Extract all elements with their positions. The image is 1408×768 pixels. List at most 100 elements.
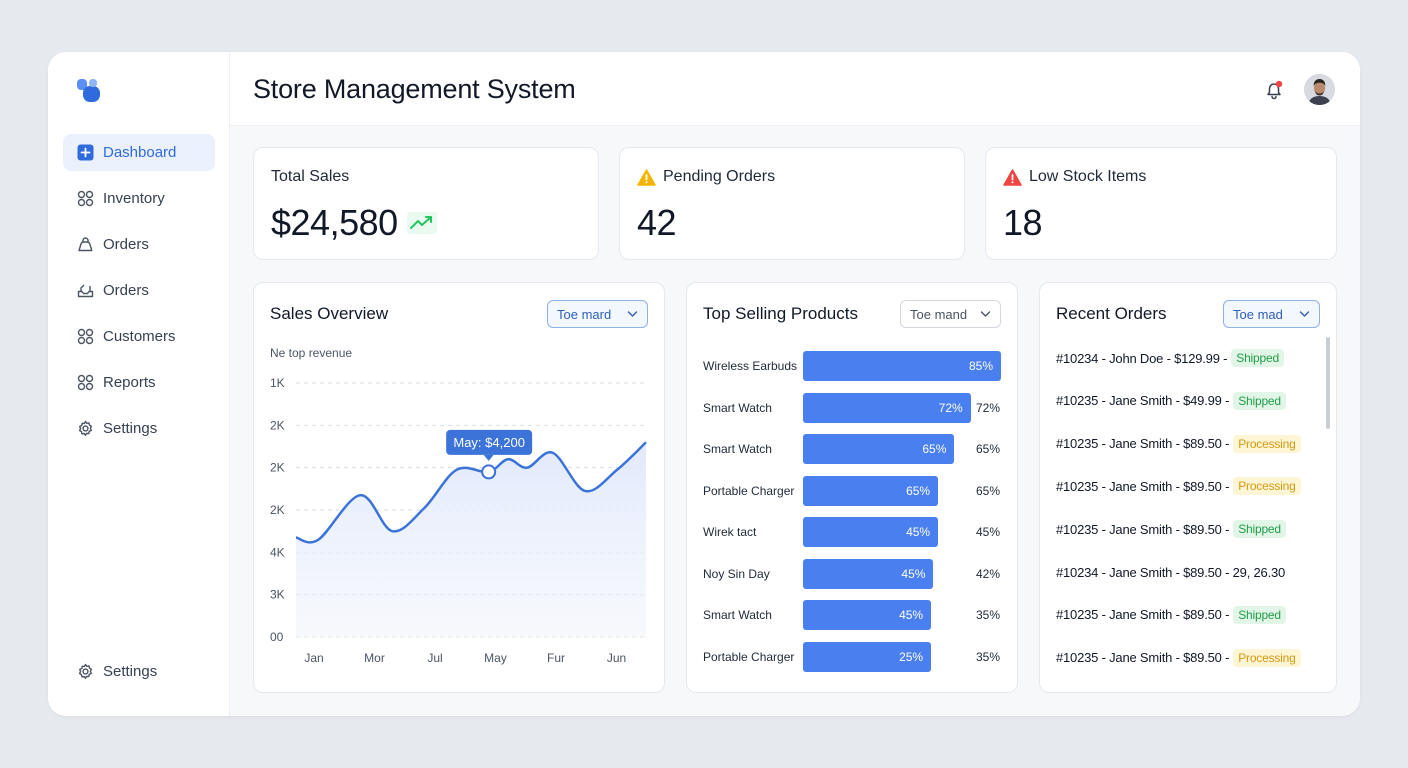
main-content: Store Management System Total Sales xyxy=(230,52,1360,716)
stat-value: 42 xyxy=(637,202,677,243)
order-row[interactable]: #10235 - Jane Smith - $89.50 - Shipped xyxy=(1056,604,1286,626)
bar-percent-label: 42% xyxy=(976,566,1001,581)
product-bar-row[interactable]: Noy Sin Day 45% 42% xyxy=(703,558,1003,589)
bar-value-label: 25% xyxy=(899,649,924,664)
x-tick-label: Mor xyxy=(364,651,385,665)
status-badge: Shipped xyxy=(1233,391,1286,410)
period-dropdown[interactable]: Toe mad xyxy=(1223,300,1320,328)
order-row[interactable]: #10235 - Jane Smith - $89.50 - Processing xyxy=(1056,433,1301,455)
sidebar: Dashboard Inventory Orders Orders xyxy=(48,52,230,716)
trend-up-icon xyxy=(406,212,437,234)
order-text: #10234 - Jane Smith - $89.50 - 29, 26.30 xyxy=(1056,564,1286,580)
order-row[interactable]: #10234 - John Doe - $129.99 - Shipped xyxy=(1056,347,1284,369)
box-icon xyxy=(76,282,94,300)
product-bar: 25% xyxy=(803,641,932,672)
warning-icon xyxy=(637,168,656,186)
bar-value-label: 85% xyxy=(968,359,993,373)
tooltip-text: May: $4,200 xyxy=(453,435,525,450)
order-row[interactable]: #10235 - Jane Smith - $89.50 - Processing xyxy=(1056,647,1301,669)
product-bar: 45% xyxy=(803,517,939,547)
bar-value-label: 45% xyxy=(906,525,931,539)
product-name: Noy Sin Day xyxy=(703,566,770,581)
recent-orders-panel: Recent Orders Toe mad #10234 - John Doe … xyxy=(1039,282,1337,693)
stat-value: 18 xyxy=(1003,202,1043,243)
x-tick-label: May xyxy=(484,651,507,665)
sales-line-chart: 1K 2K 2K 2K 4K 3K 00 Jan Mor Jul May Fur Jun May: $4,… xyxy=(270,376,647,665)
x-tick-label: Jul xyxy=(427,651,442,665)
panel-title: Recent Orders xyxy=(1056,304,1167,323)
status-badge: Processing xyxy=(1233,477,1301,496)
bar-percent-label: 35% xyxy=(976,649,1001,664)
product-bar: 65% xyxy=(803,434,955,464)
app-window: Dashboard Inventory Orders Orders xyxy=(48,52,1360,716)
sidebar-item-dashboard[interactable]: Dashboard xyxy=(63,134,215,171)
chevron-down-icon xyxy=(980,311,991,317)
sidebar-bottom: Settings xyxy=(63,653,215,699)
order-row[interactable]: #10235 - Jane Smith - $89.50 - Processing xyxy=(1056,475,1301,497)
product-name: Wirek tact xyxy=(703,525,757,539)
period-dropdown[interactable]: Toe mard xyxy=(547,300,648,328)
period-dropdown[interactable]: Toe mand xyxy=(900,300,1001,328)
sidebar-item-reports[interactable]: Reports xyxy=(63,364,215,401)
notification-dot xyxy=(1275,80,1283,88)
stat-value: $24,580 xyxy=(271,202,437,244)
sidebar-item-inventory[interactable]: Inventory xyxy=(63,180,215,217)
bar-percent-label: 65% xyxy=(976,483,1001,498)
bar-percent-label: 72% xyxy=(976,400,1001,415)
product-bar-row[interactable]: Wirek tact 45% 45% xyxy=(703,517,1003,547)
x-tick-label: Fur xyxy=(547,651,565,665)
order-text: #10235 - Jane Smith - $89.50 - xyxy=(1056,521,1230,537)
bell-icon[interactable] xyxy=(1263,79,1285,101)
x-tick-label: Jan xyxy=(304,651,323,665)
stat-title: Pending Orders xyxy=(637,168,775,186)
bar-value-label: 45% xyxy=(899,608,924,622)
y-tick-label: 3K xyxy=(270,588,285,602)
y-tick-label: 4K xyxy=(270,545,285,559)
order-row[interactable]: #10235 - Jane Smith - $49.99 - Shipped xyxy=(1056,390,1286,412)
order-row[interactable]: #10234 - Jane Smith - $89.50 - 29, 26.30 xyxy=(1056,561,1285,583)
sidebar-item-orders-2[interactable]: Orders xyxy=(63,272,215,309)
bar-value-label: 72% xyxy=(938,400,963,415)
warning-icon xyxy=(1003,168,1022,186)
sidebar-nav: Dashboard Inventory Orders Orders xyxy=(63,134,215,456)
y-tick-label: 1K xyxy=(270,376,285,390)
dropdown-value: Toe mand xyxy=(910,306,968,322)
product-name: Wireless Earbuds xyxy=(703,359,798,373)
grid-icon xyxy=(76,190,94,208)
order-text: #10235 - Jane Smith - $49.99 - xyxy=(1056,393,1230,409)
y-tick-label: 00 xyxy=(270,630,284,644)
product-bar-row[interactable]: Wireless Earbuds 85% xyxy=(703,351,1003,381)
area-fill xyxy=(296,442,646,637)
product-bar: 65% xyxy=(803,475,939,506)
product-bar: 45% xyxy=(803,558,934,589)
status-badge: Shipped xyxy=(1233,520,1286,539)
highlight-point[interactable] xyxy=(481,464,497,480)
orders-scrollbar[interactable] xyxy=(1326,337,1330,429)
chevron-down-icon xyxy=(1299,311,1310,317)
product-bar: 45% xyxy=(803,600,932,630)
sidebar-item-settings-bottom[interactable]: Settings xyxy=(63,653,215,690)
product-bar-row[interactable]: Portable Charger 65% 65% xyxy=(703,475,1003,506)
product-bar-row[interactable]: Smart Watch 45% 35% xyxy=(703,600,1003,630)
grid-icon xyxy=(76,328,94,346)
sidebar-item-orders[interactable]: Orders xyxy=(63,226,215,263)
product-bar-row[interactable]: Smart Watch 72% 72% xyxy=(703,392,1003,423)
sidebar-item-customers[interactable]: Customers xyxy=(63,318,215,355)
sidebar-item-label: Orders xyxy=(103,236,149,253)
sidebar-item-label: Settings xyxy=(103,663,158,680)
tooltip-box xyxy=(446,429,533,455)
status-badge: Processing xyxy=(1233,434,1301,453)
product-bar-row[interactable]: Portable Charger 25% 35% xyxy=(703,641,1003,672)
product-name: Portable Charger xyxy=(703,483,795,498)
order-text: #10234 - John Doe - $129.99 - xyxy=(1056,350,1228,366)
status-badge: Processing xyxy=(1233,648,1301,667)
avatar[interactable] xyxy=(1304,74,1335,105)
chart-subtitle: Ne top revenue xyxy=(270,346,353,360)
order-row[interactable]: #10235 - Jane Smith - $89.50 - Shipped xyxy=(1056,518,1286,540)
sidebar-item-settings[interactable]: Settings xyxy=(63,410,215,447)
product-name: Portable Charger xyxy=(703,649,795,664)
sales-overview-panel: Sales Overview Toe mard Ne top revenue 1… xyxy=(253,282,665,693)
status-badge: Shipped xyxy=(1233,605,1286,624)
product-bar-row[interactable]: Smart Watch 65% 65% xyxy=(703,434,1003,464)
bar-percent-label: 65% xyxy=(976,442,1001,456)
